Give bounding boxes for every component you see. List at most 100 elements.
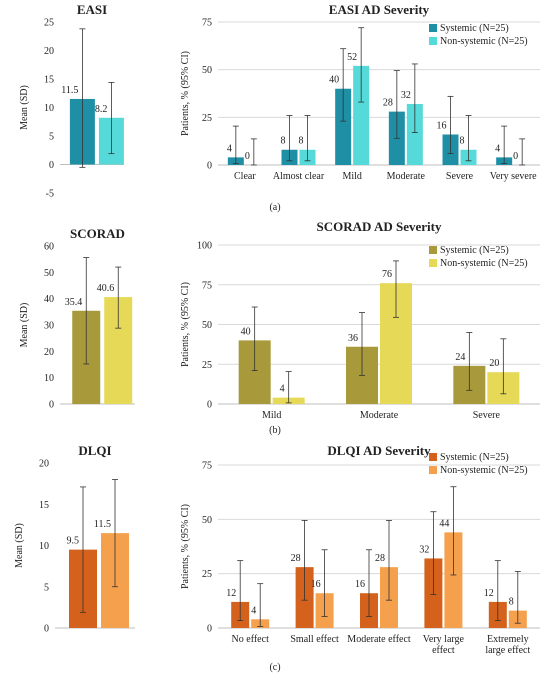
scorad-mean-ytick-label: 10 <box>44 373 54 384</box>
scorad-severity-ytick-label: 100 <box>197 241 212 252</box>
scorad-mean-ytick-label: 50 <box>44 268 54 279</box>
easi-severity-category-label: Very severe <box>490 171 537 182</box>
scorad-severity-cat-1-series-1-data-label: 76 <box>382 269 392 280</box>
easi-severity-category-label: Almost clear <box>273 171 325 182</box>
dlqi-severity-category-label: effect <box>432 645 455 656</box>
dlqi-severity-legend-swatch <box>429 453 437 461</box>
easi-severity-ytick-label: 0 <box>207 161 212 172</box>
easi-severity-cat-3-series-1-bar <box>406 103 423 165</box>
easi-severity-cat-1-series-1-data-label: 8 <box>299 136 304 147</box>
easi-mean-title: EASI <box>77 2 107 17</box>
scorad-mean-ytick-label: 30 <box>44 321 54 332</box>
easi-severity-legend-swatch <box>429 37 437 45</box>
scorad-mean-title: SCORAD <box>70 226 125 241</box>
easi-severity-cat-2-series-0-data-label: 40 <box>329 75 339 86</box>
dlqi-severity-category-label: Extremely <box>487 634 529 645</box>
scorad-severity-legend-label: Systemic (N=25) <box>440 245 509 256</box>
easi-severity-ytick-label: 25 <box>202 113 212 124</box>
dlqi-severity-chart: DLQI AD Severity Patients, % (95% CI) 0 25 5… <box>180 443 540 656</box>
easi-severity-cat-5-series-0-data-label: 4 <box>495 143 500 154</box>
scorad-mean-series-0-data-label: 35.4 <box>65 297 83 308</box>
scorad-severity-ytick-label: 50 <box>202 320 212 331</box>
dlqi-severity-cat-3-series-0-data-label: 32 <box>419 544 429 555</box>
easi-severity-category-label: Mild <box>342 171 361 182</box>
panel-label-b: (b) <box>269 425 281 436</box>
easi-severity-cat-2-series-1-bar <box>353 65 370 165</box>
dlqi-mean-ytick-label: 0 <box>44 624 49 635</box>
easi-severity-cat-4-series-1-data-label: 8 <box>460 136 465 147</box>
dlqi-mean-series-1-data-label: 11.5 <box>94 519 111 530</box>
easi-mean-ytick-label: 5 <box>49 132 54 143</box>
dlqi-severity-category-label: Small effect <box>290 634 339 645</box>
dlqi-severity-ytick-label: 0 <box>207 624 212 635</box>
easi-severity-category-label: Moderate <box>387 171 426 182</box>
scorad-mean-ytick-label: 60 <box>44 242 54 253</box>
dlqi-severity-cat-2-series-1-data-label: 28 <box>375 553 385 564</box>
easi-severity-cat-3-series-1-data-label: 32 <box>401 90 411 101</box>
scorad-mean-ytick-label: 40 <box>44 294 54 305</box>
dlqi-severity-cat-3-series-1-data-label: 44 <box>439 518 449 529</box>
scorad-severity-legend-swatch <box>429 259 437 267</box>
easi-severity-cat-3-series-0-data-label: 28 <box>383 98 393 109</box>
dlqi-mean-title: DLQI <box>78 443 111 458</box>
scorad-mean-ytick-label: 0 <box>49 400 54 411</box>
easi-mean-series-0-data-label: 11.5 <box>61 85 78 96</box>
dlqi-mean-ytick-label: 5 <box>44 582 49 593</box>
dlqi-severity-category-label: Very large <box>423 634 465 645</box>
dlqi-severity-ytick-label: 50 <box>202 515 212 526</box>
scorad-mean-series-1-data-label: 40.6 <box>97 283 115 294</box>
easi-mean-ytick-label: 0 <box>49 160 54 171</box>
dlqi-severity-cat-0-series-1-data-label: 4 <box>251 605 256 616</box>
dlqi-mean-ytick-label: 15 <box>39 500 49 511</box>
easi-severity-legend-label: Non-systemic (N=25) <box>440 36 528 47</box>
easi-severity-category-label: Severe <box>446 171 474 182</box>
scorad-mean-ytick-label: 20 <box>44 347 54 358</box>
easi-severity-cat-5-series-1-data-label: 0 <box>513 151 518 162</box>
easi-mean-series-1-data-label: 8.2 <box>95 104 108 115</box>
scorad-severity-ytick-label: 25 <box>202 360 212 371</box>
easi-severity-cat-2-series-0-bar <box>335 88 352 165</box>
scorad-mean-ylabel: Mean (SD) <box>19 303 30 348</box>
dlqi-severity-legend-label: Systemic (N=25) <box>440 452 509 463</box>
easi-mean-ytick-label: 15 <box>44 75 54 86</box>
easi-severity-cat-0-series-0-data-label: 4 <box>227 143 232 154</box>
scorad-severity-cat-0-series-0-data-label: 40 <box>241 326 251 337</box>
scorad-severity-chart: SCORAD AD Severity Patients, % (95% CI) 0 2… <box>180 219 540 421</box>
easi-severity-legend-label: Systemic (N=25) <box>440 23 509 34</box>
dlqi-severity-cat-2-series-0-data-label: 16 <box>355 579 365 590</box>
scorad-severity-category-label: Mild <box>262 410 281 421</box>
scorad-severity-category-label: Moderate <box>360 410 399 421</box>
easi-mean-ylabel: Mean (SD) <box>19 85 30 130</box>
dlqi-severity-title: DLQI AD Severity <box>327 443 431 458</box>
dlqi-severity-cat-0-series-0-data-label: 12 <box>226 588 236 599</box>
scorad-severity-ytick-label: 75 <box>202 280 212 291</box>
scorad-severity-cat-2-series-1-data-label: 20 <box>489 358 499 369</box>
dlqi-mean-ytick-label: 10 <box>39 541 49 552</box>
scorad-severity-category-label: Severe <box>473 410 501 421</box>
scorad-severity-ytick-label: 0 <box>207 400 212 411</box>
easi-severity-ytick-label: 75 <box>202 18 212 29</box>
dlqi-severity-legend-label: Non-systemic (N=25) <box>440 465 528 476</box>
dlqi-severity-category-label: No effect <box>232 634 270 645</box>
dlqi-severity-cat-1-series-0-data-label: 28 <box>291 553 301 564</box>
easi-mean-ytick-label: -5 <box>46 189 54 200</box>
dlqi-mean-ylabel: Mean (SD) <box>14 523 25 568</box>
dlqi-severity-category-label: Moderate effect <box>347 634 411 645</box>
dlqi-severity-ytick-label: 25 <box>202 569 212 580</box>
scorad-severity-title: SCORAD AD Severity <box>317 219 442 234</box>
easi-mean-ytick-label: 10 <box>44 103 54 114</box>
dlqi-mean-series-0-data-label: 9.5 <box>67 536 80 547</box>
easi-severity-ylabel: Patients, % (95% CI) <box>180 51 191 136</box>
scorad-severity-cat-2-series-0-data-label: 24 <box>455 352 465 363</box>
easi-severity-cat-2-series-1-data-label: 52 <box>347 52 357 63</box>
easi-severity-chart: EASI AD Severity Patients, % (95% CI) 0 25 5… <box>180 2 540 182</box>
scorad-severity-legend-label: Non-systemic (N=25) <box>440 258 528 269</box>
scorad-severity-legend-swatch <box>429 246 437 254</box>
easi-severity-cat-4-series-0-data-label: 16 <box>437 120 447 131</box>
easi-severity-cat-0-series-1-data-label: 0 <box>245 151 250 162</box>
dlqi-severity-cat-3-series-1-bar <box>444 532 463 628</box>
dlqi-mean-ytick-label: 20 <box>39 459 49 470</box>
dlqi-severity-cat-4-series-1-data-label: 8 <box>509 597 514 608</box>
easi-severity-title: EASI AD Severity <box>329 2 430 17</box>
